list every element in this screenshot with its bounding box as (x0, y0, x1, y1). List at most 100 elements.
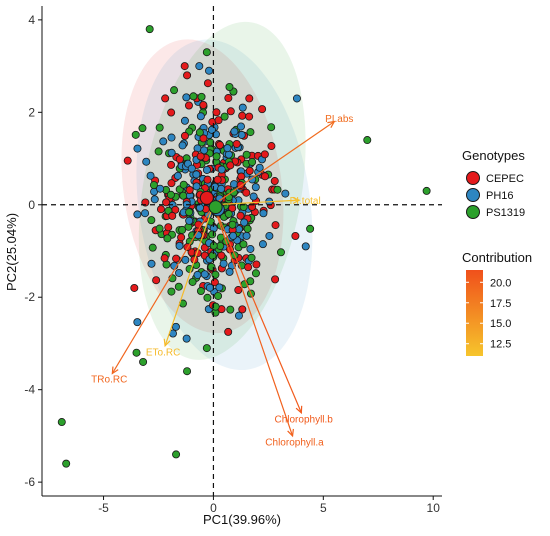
data-point-cepec (242, 188, 251, 197)
data-point-cepec (199, 134, 208, 143)
data-point-ps1319 (139, 357, 148, 366)
data-point-ps1319 (239, 240, 248, 249)
contribution-legend: Contribution 20.0 17.5 15.0 12.5 (462, 250, 532, 356)
data-point-cepec (215, 141, 224, 150)
data-point-ps1319 (242, 150, 251, 159)
data-point-ps1319 (306, 224, 315, 233)
data-point-cepec (162, 198, 171, 207)
y-tick-label: -6 (24, 475, 35, 489)
data-point-ps1319 (166, 190, 175, 199)
data-point-cepec (172, 254, 181, 263)
data-point-ph16 (240, 218, 249, 227)
data-point-cepec (167, 160, 176, 169)
loading-label-pi-abs: PI.abs (325, 114, 353, 125)
data-point-cepec (199, 100, 208, 109)
data-point-cepec (196, 152, 205, 161)
legend-key-cepec (466, 171, 480, 185)
data-point-cepec (238, 305, 247, 314)
data-point-cepec (224, 94, 233, 103)
legend-label-cepec: CEPEC (486, 173, 524, 185)
loading-label-chlorophyll-b: Chlorophyll.b (274, 414, 333, 425)
data-point-cepec (212, 108, 221, 117)
data-point-cepec (258, 105, 267, 114)
data-point-ps1319 (216, 241, 225, 250)
loading-arrowhead-tro-rc (111, 366, 119, 375)
data-point-ph16 (133, 144, 142, 153)
data-point-ph16 (217, 184, 226, 193)
data-point-ph16 (202, 165, 211, 174)
data-point-ps1319 (202, 344, 211, 353)
data-point-cepec (271, 275, 280, 284)
data-point-cepec (168, 211, 177, 220)
data-point-ph16 (182, 334, 191, 343)
data-point-ps1319 (132, 348, 141, 357)
data-point-ps1319 (224, 210, 233, 219)
data-point-ps1319 (185, 208, 194, 217)
data-point-ps1319 (57, 418, 66, 427)
data-point-ps1319 (147, 216, 156, 225)
y-axis-title: PC2(25.04%) (4, 213, 19, 291)
data-point-ps1319 (189, 92, 198, 101)
data-point-ps1319 (243, 224, 252, 233)
data-point-cepec (245, 112, 254, 121)
data-point-ps1319 (188, 277, 197, 286)
data-point-ps1319 (179, 180, 188, 189)
data-point-ph16 (147, 259, 156, 268)
x-axis-ticks: -5 0 5 10 (98, 496, 440, 515)
loading-arrow-eto-rc (164, 204, 214, 346)
data-point-cepec (291, 231, 300, 240)
legend-key-ps1319 (466, 205, 480, 219)
data-point-ps1319 (273, 185, 282, 194)
plot-panel (42, 6, 442, 496)
data-point-cepec (245, 166, 254, 175)
data-point-ps1319 (212, 152, 221, 161)
data-point-ps1319 (196, 287, 205, 296)
data-point-ph16 (238, 103, 247, 112)
data-point-ph16 (175, 268, 184, 277)
data-point-cepec (224, 327, 233, 336)
contribution-tick-label: 20.0 (490, 277, 511, 289)
data-point-ph16 (258, 240, 267, 249)
data-point-ps1319 (163, 234, 172, 243)
data-point-ps1319 (202, 48, 211, 57)
data-point-ps1319 (247, 253, 256, 262)
data-point-ph16 (187, 164, 196, 173)
data-point-ph16 (181, 255, 190, 264)
data-point-ph16 (248, 175, 257, 184)
data-point-ph16 (180, 116, 189, 125)
data-point-ph16 (246, 244, 255, 253)
data-point-ph16 (195, 62, 204, 71)
data-point-ps1319 (138, 124, 147, 133)
data-point-ps1319 (208, 230, 217, 239)
loading-arrow-pi-abs (213, 121, 335, 206)
data-point-ps1319 (267, 123, 276, 132)
data-point-ph16 (150, 195, 159, 204)
data-point-ps1319 (214, 291, 223, 300)
data-point-cepec (226, 107, 235, 116)
data-point-ph16 (200, 146, 209, 155)
data-point-ps1319 (174, 282, 183, 291)
data-point-ps1319 (195, 128, 204, 137)
data-point-ph16 (141, 209, 150, 218)
data-point-ph16 (281, 189, 290, 198)
data-point-ps1319 (276, 248, 285, 257)
x-tick-label: 0 (210, 501, 217, 515)
loading-arrow-chlorophyll-b (212, 204, 302, 414)
legend-key-ph16 (466, 188, 480, 202)
data-point-cepec (260, 150, 269, 159)
data-point-cepec (236, 211, 245, 220)
data-point-ps1319 (149, 181, 158, 190)
data-point-ph16 (259, 209, 268, 218)
x-tick-label: -5 (98, 501, 109, 515)
data-point-ph16 (146, 171, 155, 180)
data-point-cepec (267, 142, 276, 151)
x-tick-label: 10 (427, 501, 441, 515)
data-point-ph16 (133, 210, 142, 219)
centroid-cepec (199, 190, 214, 205)
data-point-ps1319 (248, 157, 257, 166)
data-point-ps1319 (154, 147, 163, 156)
data-point-ph16 (249, 192, 258, 201)
data-point-cepec (270, 177, 279, 186)
loading-arrow-tro-rc (111, 204, 214, 374)
data-point-ps1319 (197, 92, 206, 101)
